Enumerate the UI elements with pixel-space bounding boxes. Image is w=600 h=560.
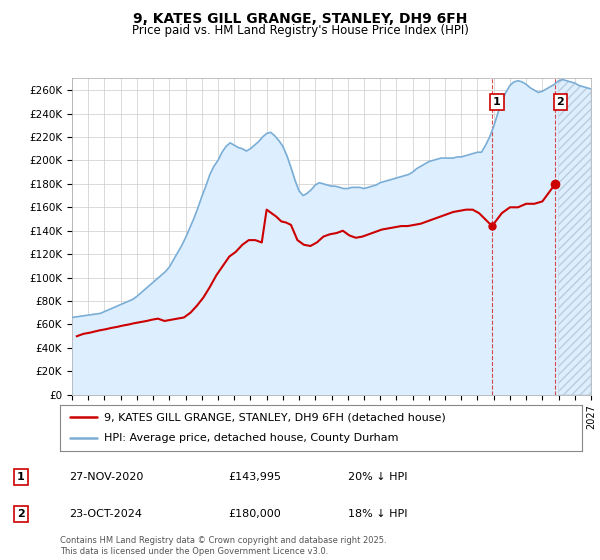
Text: 27-NOV-2020: 27-NOV-2020 bbox=[69, 472, 143, 482]
Text: 9, KATES GILL GRANGE, STANLEY, DH9 6FH (detached house): 9, KATES GILL GRANGE, STANLEY, DH9 6FH (… bbox=[104, 412, 446, 422]
Text: 2: 2 bbox=[556, 97, 564, 107]
Text: 23-OCT-2024: 23-OCT-2024 bbox=[69, 509, 142, 519]
Text: 9, KATES GILL GRANGE, STANLEY, DH9 6FH: 9, KATES GILL GRANGE, STANLEY, DH9 6FH bbox=[133, 12, 467, 26]
Text: 20% ↓ HPI: 20% ↓ HPI bbox=[348, 472, 407, 482]
Text: Contains HM Land Registry data © Crown copyright and database right 2025.
This d: Contains HM Land Registry data © Crown c… bbox=[60, 536, 386, 556]
Text: Price paid vs. HM Land Registry's House Price Index (HPI): Price paid vs. HM Land Registry's House … bbox=[131, 24, 469, 37]
Text: 1: 1 bbox=[17, 472, 25, 482]
Text: 1: 1 bbox=[493, 97, 501, 107]
Text: £143,995: £143,995 bbox=[228, 472, 281, 482]
Text: 18% ↓ HPI: 18% ↓ HPI bbox=[348, 509, 407, 519]
Text: HPI: Average price, detached house, County Durham: HPI: Average price, detached house, Coun… bbox=[104, 433, 399, 444]
Text: 2: 2 bbox=[17, 509, 25, 519]
Text: £180,000: £180,000 bbox=[228, 509, 281, 519]
